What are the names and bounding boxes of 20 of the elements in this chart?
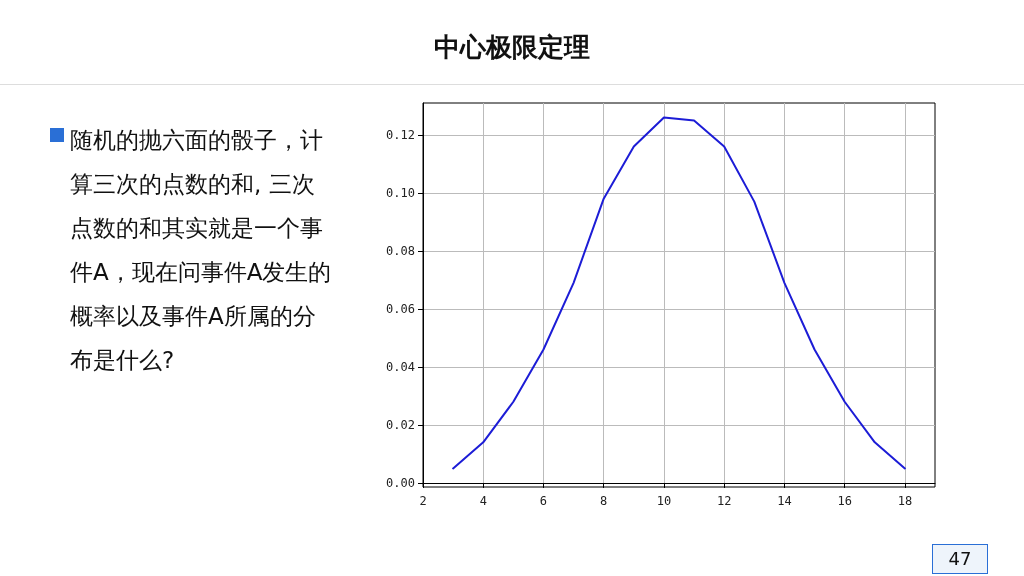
x-tick-label: 12 — [716, 494, 732, 508]
y-tick-label: 0.06 — [386, 301, 415, 316]
x-tick-label: 18 — [897, 494, 913, 508]
x-tick-label: 16 — [837, 494, 852, 508]
text: 47 — [932, 544, 988, 574]
x-tick-label: 4 — [479, 494, 487, 508]
line-series — [452, 116, 906, 470]
x-tick-label: 14 — [777, 494, 792, 508]
x-tick-label: 2 — [419, 494, 427, 508]
y-tick-label: 0.04 — [386, 359, 415, 374]
y-tick-label: 0.00 — [386, 475, 415, 490]
x-tick-label: 8 — [600, 494, 608, 508]
y-tick-label: 0.02 — [386, 417, 415, 432]
y-tick-label: 0.12 — [386, 127, 415, 142]
chart-title: 中心极限定理 — [433, 31, 591, 64]
text: 随机的抛六面的骰子，计算三次的点数的和, 三次点数的和其实就是一个事件A，现在问事件A发生的概率以及事件A所属的分布是什么? — [70, 126, 332, 375]
x-tick-label: 10 — [656, 494, 672, 508]
y-tick-label: 0.10 — [386, 185, 415, 200]
x-tick-label: 6 — [539, 494, 548, 508]
y-tick-label: 0.08 — [386, 243, 415, 258]
